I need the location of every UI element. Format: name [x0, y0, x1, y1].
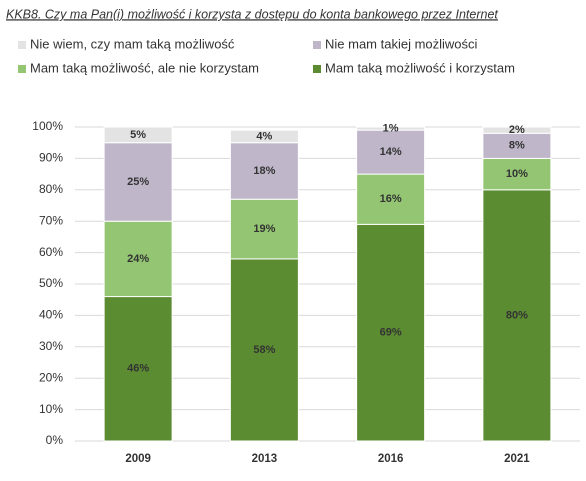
data-label: 10% [506, 168, 528, 180]
y-tick-label: 100% [32, 119, 63, 133]
data-label: 46% [127, 363, 149, 375]
y-tick-label: 30% [39, 339, 63, 353]
bar-segment [356, 129, 426, 175]
data-label: 18% [253, 165, 275, 177]
data-label: 8% [509, 140, 525, 152]
x-tick-label: 2016 [378, 453, 404, 465]
y-tick-label: 20% [39, 370, 63, 384]
legend-swatch [18, 65, 26, 73]
bar-segment [229, 258, 299, 442]
data-label: 4% [256, 130, 272, 142]
data-label: 24% [127, 253, 149, 265]
legend-swatch [313, 41, 321, 49]
y-tick-label: 0% [46, 433, 64, 447]
data-label: 25% [127, 176, 149, 188]
data-label: 14% [380, 146, 402, 158]
data-label: 19% [253, 223, 275, 235]
data-label: 1% [383, 122, 399, 134]
x-tick-label: 2013 [252, 453, 278, 465]
y-tick-label: 90% [39, 151, 63, 165]
y-tick-label: 80% [39, 182, 63, 196]
bar-segment [103, 296, 173, 442]
bar-segment [229, 142, 299, 200]
legend-label: Mam taką możliwość, ale nie korzystam [30, 60, 259, 75]
bar-segment [482, 189, 552, 442]
data-label: 16% [380, 193, 402, 205]
bar-segment [103, 220, 173, 298]
y-tick-label: 50% [39, 276, 63, 290]
y-tick-label: 40% [39, 308, 63, 322]
data-label: 58% [253, 344, 275, 356]
x-tick-label: 2009 [125, 453, 151, 465]
data-label: 69% [380, 327, 402, 339]
legend-swatch [18, 41, 26, 49]
data-label: 80% [506, 309, 528, 321]
legend-swatch [313, 65, 321, 73]
legend-label: Nie wiem, czy mam taką możliwość [30, 36, 235, 51]
bar-segment [229, 198, 299, 260]
data-label: 2% [509, 124, 525, 136]
y-tick-label: 60% [39, 245, 63, 259]
bar-segment [482, 126, 552, 134]
bar-segment [103, 142, 173, 222]
chart-title: KKB8. Czy ma Pan(i) możliwość i korzysta… [6, 7, 498, 21]
legend-label: Nie mam takiej możliwości [325, 36, 478, 51]
x-tick-label: 2021 [504, 453, 530, 465]
y-tick-label: 70% [39, 213, 63, 227]
legend-label: Mam taką możliwość i korzystam [325, 60, 515, 75]
data-label: 5% [130, 129, 146, 141]
bar-segment [103, 126, 173, 144]
bar-segment [482, 157, 552, 191]
bar-segment [229, 129, 299, 144]
bar-segment [356, 173, 426, 225]
bar-segment [356, 126, 426, 131]
y-tick-label: 10% [39, 402, 63, 416]
